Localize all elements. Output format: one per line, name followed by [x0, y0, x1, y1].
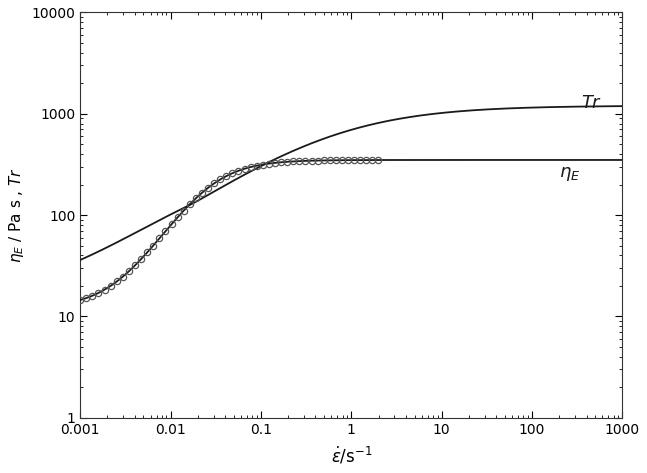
- Text: $\mathit{\eta}_E$: $\mathit{\eta}_E$: [559, 166, 581, 184]
- Y-axis label: $\eta_E$ / Pa s , $Tr$: $\eta_E$ / Pa s , $Tr$: [7, 167, 26, 263]
- X-axis label: $\dot{\varepsilon}$/s$^{-1}$: $\dot{\varepsilon}$/s$^{-1}$: [331, 445, 372, 466]
- Text: $\mathit{Tr}$: $\mathit{Tr}$: [581, 94, 602, 112]
